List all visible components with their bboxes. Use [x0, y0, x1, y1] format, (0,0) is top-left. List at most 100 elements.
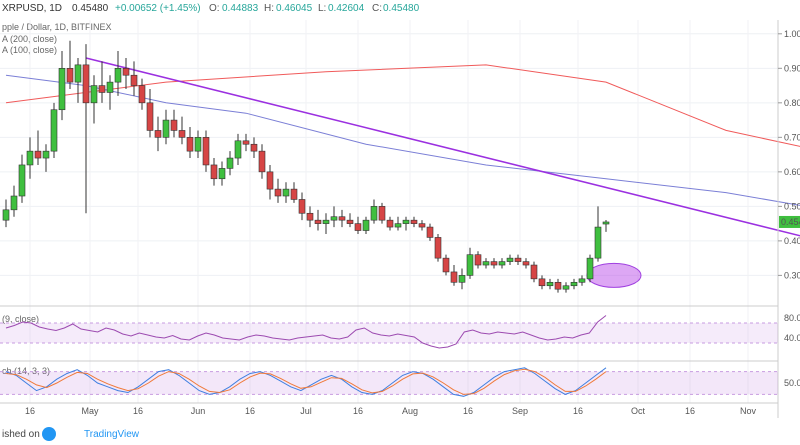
series-line: [5, 74, 800, 206]
candle-body: [538, 278, 546, 287]
candle-body: [34, 150, 42, 159]
candle-body: [210, 164, 218, 180]
candle-body: [418, 223, 426, 228]
header-l-value: 0.42604: [328, 3, 365, 14]
candle-body: [90, 85, 98, 104]
candle-body: [434, 237, 442, 259]
published-text: ished on: [2, 429, 40, 440]
candle-body: [458, 275, 466, 283]
candle-body: [410, 219, 418, 224]
candle-body: [154, 130, 162, 138]
candle-body: [234, 140, 242, 159]
candle-body: [146, 102, 154, 131]
last-price-label: 0.454: [781, 217, 800, 227]
candle-body: [522, 261, 530, 266]
candle-body: [162, 119, 170, 138]
candle-body: [298, 199, 306, 214]
candle-body: [178, 130, 186, 138]
header-o-label: O:: [209, 3, 220, 14]
price-axis: 1.000 0.900 0.800 0.700 0.600 0.500 0.400 0.300…: [777, 20, 800, 418]
candle-body: [194, 137, 202, 152]
candle-body: [274, 188, 282, 197]
candle-body: [218, 168, 226, 180]
candle-body: [258, 150, 266, 173]
candle-body: [42, 150, 50, 159]
candle-body: [282, 188, 290, 197]
header-c-value: 0.45480: [383, 3, 420, 14]
candle-body: [170, 119, 178, 131]
candle-body: [586, 257, 594, 280]
candle-body: [402, 219, 410, 224]
candle-body: [386, 219, 394, 228]
candle-body: [594, 226, 602, 259]
time-tick-label: Aug: [402, 406, 418, 416]
price-tick-label: 0.900: [784, 63, 800, 73]
time-tick-label: 16: [573, 406, 583, 416]
candle-body: [138, 85, 146, 104]
time-tick-label: Oct: [631, 406, 646, 416]
stoch-pane: ch (14, 3, 3) 50.00: [0, 360, 800, 397]
time-axis: 16 May 16 Jun 16 Jul 16 Aug 16 Sep 16 Oct 16 Nov: [0, 402, 778, 416]
rsi-pane: (9, close) 80.00 40.00: [0, 305, 800, 349]
price-tick-label: 0.400: [784, 236, 800, 246]
series-line: [5, 64, 800, 147]
candle-body: [554, 281, 562, 290]
price-tick-label: 0.300: [784, 270, 800, 280]
candle-body: [26, 150, 34, 166]
candle-body: [202, 137, 210, 166]
candle-body: [322, 219, 330, 224]
tradingview-brand[interactable]: TradingView: [84, 429, 140, 440]
candle-body: [186, 137, 194, 152]
time-tick-label: 16: [133, 406, 143, 416]
trendline: [85, 57, 800, 237]
candle-body: [114, 68, 122, 83]
candle-body: [426, 226, 434, 238]
header-price: 0.45480: [72, 3, 109, 14]
candle-body: [578, 278, 586, 283]
candle-body: [66, 68, 74, 83]
rsi-band: [0, 323, 778, 343]
candle-body: [530, 264, 538, 280]
candle-body: [18, 164, 26, 197]
candle-body: [370, 206, 378, 221]
last-price-box: [779, 215, 800, 228]
header-bar: XRPUSD, 1D 0.45480 +0.00652 (+1.45%) O: …: [2, 3, 420, 14]
header-l-label: L:: [318, 3, 326, 14]
candle-body: [346, 219, 354, 224]
legend: pple / Dollar, 1D, BITFINEX A (200, clos…: [2, 22, 112, 55]
footer: ished on TradingView: [0, 420, 800, 445]
grid: [0, 20, 778, 403]
candle-body: [250, 143, 258, 152]
header-c-label: C:: [372, 3, 382, 14]
candle-body: [130, 74, 138, 86]
candle-body: [506, 257, 514, 262]
candle-body: [570, 281, 578, 287]
candle-body: [362, 219, 370, 231]
price-plot: [2, 40, 800, 293]
candle-body: [58, 68, 66, 111]
stoch-d-line: [5, 368, 607, 395]
candle-body: [122, 68, 130, 76]
candle-body: [474, 254, 482, 266]
time-tick-label: May: [81, 406, 99, 416]
candle-body: [490, 261, 498, 266]
stoch-label: ch (14, 3, 3): [2, 366, 50, 376]
time-tick-label: Jun: [191, 406, 206, 416]
candle-body: [306, 212, 314, 221]
candle-body: [354, 223, 362, 231]
candle-body: [82, 64, 90, 104]
time-tick-label: 16: [685, 406, 695, 416]
header-h-value: 0.46045: [276, 3, 313, 14]
candle-body: [394, 223, 402, 228]
candle-body: [106, 81, 114, 93]
rsi-tick-label: 40.00: [784, 333, 800, 343]
legend-title: pple / Dollar, 1D, BITFINEX: [2, 22, 112, 32]
candle-body: [514, 257, 522, 262]
time-tick-label: 16: [463, 406, 473, 416]
header-symbol: XRPUSD, 1D: [2, 3, 62, 14]
price-tick-label: 0.600: [784, 167, 800, 177]
candle-body: [98, 85, 106, 93]
price-tick-label: 1.000: [784, 29, 800, 39]
candle-body: [226, 157, 234, 169]
rsi-line: [5, 315, 607, 349]
